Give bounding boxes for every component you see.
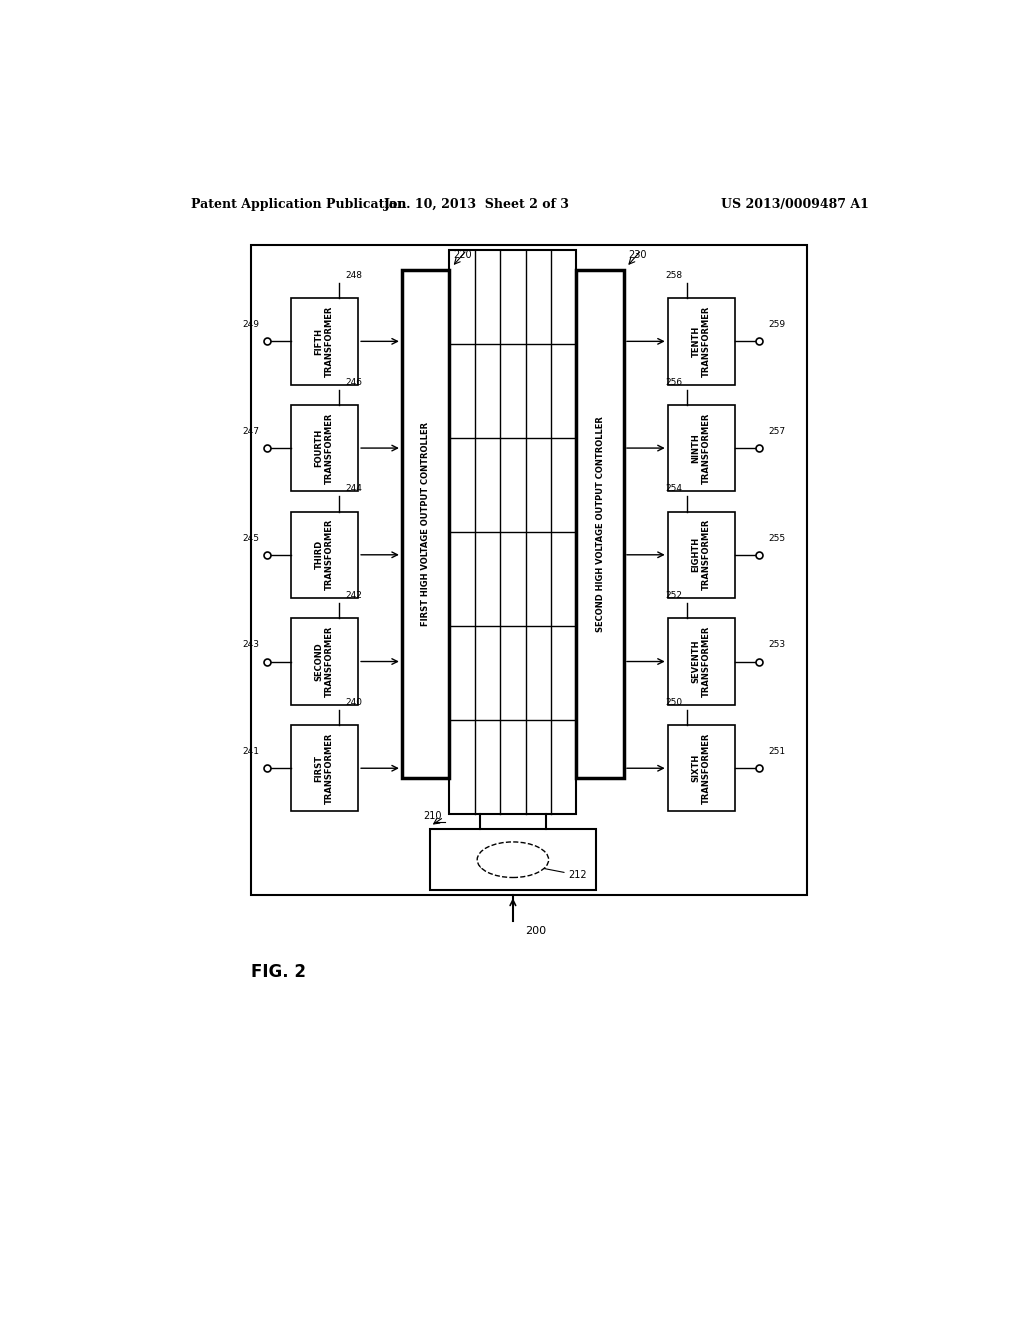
Text: EIGHTH
TRANSFORMER: EIGHTH TRANSFORMER — [691, 519, 711, 590]
Bar — [291, 298, 358, 384]
Text: 258: 258 — [666, 271, 683, 280]
Text: INPUT
CONNECTOR: INPUT CONNECTOR — [479, 849, 547, 870]
Text: 249: 249 — [242, 321, 259, 329]
Text: 247: 247 — [242, 426, 259, 436]
Bar — [668, 405, 735, 491]
Text: FIG. 2: FIG. 2 — [251, 962, 306, 981]
Text: SECOND
TRANSFORMER: SECOND TRANSFORMER — [314, 626, 334, 697]
Text: Patent Application Publication: Patent Application Publication — [191, 198, 407, 211]
Text: 200: 200 — [524, 925, 546, 936]
Text: US 2013/0009487 A1: US 2013/0009487 A1 — [721, 198, 868, 211]
Bar — [577, 271, 624, 779]
Text: 248: 248 — [346, 271, 362, 280]
Text: 257: 257 — [768, 426, 785, 436]
Text: SEVENTH
TRANSFORMER: SEVENTH TRANSFORMER — [691, 626, 711, 697]
Text: 230: 230 — [628, 249, 646, 260]
Bar — [668, 618, 735, 705]
Text: FIRST
TRANSFORMER: FIRST TRANSFORMER — [314, 733, 334, 804]
Text: FOURTH
TRANSFORMER: FOURTH TRANSFORMER — [314, 412, 334, 483]
Text: TENTH
TRANSFORMER: TENTH TRANSFORMER — [691, 306, 711, 378]
Text: 241: 241 — [242, 747, 259, 756]
Text: 256: 256 — [666, 378, 683, 387]
Text: Jan. 10, 2013  Sheet 2 of 3: Jan. 10, 2013 Sheet 2 of 3 — [384, 198, 570, 211]
Text: 242: 242 — [346, 591, 362, 601]
Text: 254: 254 — [666, 484, 683, 494]
Text: 251: 251 — [768, 747, 785, 756]
Text: FIFTH
TRANSFORMER: FIFTH TRANSFORMER — [314, 306, 334, 378]
Text: 259: 259 — [768, 321, 785, 329]
Bar — [291, 512, 358, 598]
Text: NINTH
TRANSFORMER: NINTH TRANSFORMER — [691, 412, 711, 483]
Bar — [251, 244, 807, 895]
Text: 244: 244 — [346, 484, 362, 494]
Bar — [291, 725, 358, 812]
Bar — [291, 618, 358, 705]
Bar — [668, 298, 735, 384]
Bar — [668, 512, 735, 598]
Text: 243: 243 — [242, 640, 259, 649]
Text: 212: 212 — [568, 870, 587, 880]
Bar — [450, 249, 577, 814]
Bar — [401, 271, 450, 779]
Bar — [430, 829, 596, 890]
Bar — [668, 725, 735, 812]
Text: 246: 246 — [346, 378, 362, 387]
Text: 245: 245 — [242, 533, 259, 543]
Text: 240: 240 — [346, 698, 362, 706]
Text: 250: 250 — [666, 698, 683, 706]
Text: 252: 252 — [666, 591, 683, 601]
Text: 210: 210 — [423, 810, 441, 821]
Text: 255: 255 — [768, 533, 785, 543]
Text: 253: 253 — [768, 640, 785, 649]
Text: SIXTH
TRANSFORMER: SIXTH TRANSFORMER — [691, 733, 711, 804]
Bar — [291, 405, 358, 491]
Text: FIRST HIGH VOLTAGE OUTPUT CONTROLLER: FIRST HIGH VOLTAGE OUTPUT CONTROLLER — [421, 422, 430, 627]
Text: THIRD
TRANSFORMER: THIRD TRANSFORMER — [314, 519, 334, 590]
Ellipse shape — [477, 842, 549, 878]
Text: SECOND HIGH VOLTAGE OUTPUT CONTROLLER: SECOND HIGH VOLTAGE OUTPUT CONTROLLER — [596, 416, 605, 632]
Text: 220: 220 — [454, 249, 472, 260]
